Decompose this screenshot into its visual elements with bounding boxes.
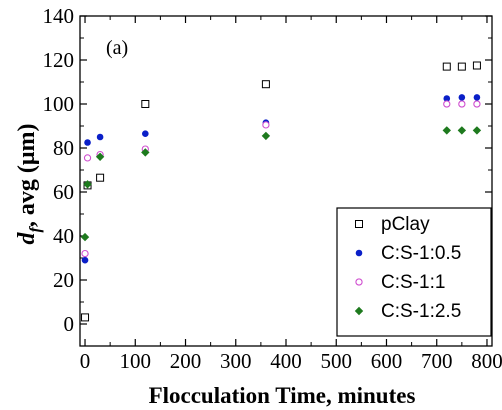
data-point [141, 148, 150, 157]
y-tick-label: 60 [53, 180, 74, 204]
data-point [80, 232, 90, 242]
series-layer [80, 61, 482, 322]
legend-label: C:S-1:0.5 [381, 243, 461, 264]
y-tick-label: 140 [43, 4, 75, 28]
data-point [458, 94, 466, 101]
data-point [84, 139, 91, 146]
x-tick-label: 100 [120, 349, 152, 373]
legend-label: C:S-1:2.5 [381, 301, 461, 322]
y-tick-label: 80 [53, 136, 74, 160]
legend-box [336, 207, 492, 337]
x-tick-label: 400 [270, 349, 302, 373]
y-tick-label: 120 [43, 48, 75, 72]
data-point [83, 154, 92, 162]
data-point [457, 62, 466, 71]
legend-marker [355, 249, 363, 257]
data-point [442, 62, 451, 71]
data-point [442, 126, 451, 135]
legend: pClay C:S-1:0.5 C:S-1:1 C:S-1:2.5 [336, 207, 492, 337]
data-point [443, 100, 451, 108]
y-axis-title-sub: f [27, 225, 44, 232]
legend-label: C:S-1:1 [381, 272, 445, 293]
legend-label: pClay [381, 214, 430, 235]
data-point [81, 256, 89, 264]
y-tick-label: 0 [64, 312, 75, 336]
y-axis-title-main: d [14, 231, 40, 244]
x-tick-label: 200 [170, 349, 202, 373]
x-axis-title: Flocculation Time, minutes [149, 383, 416, 408]
data-point [261, 131, 271, 141]
x-tick-label: 800 [471, 349, 502, 373]
data-point [83, 180, 92, 189]
data-point [472, 61, 481, 70]
x-tick-label: 700 [421, 349, 453, 373]
x-tick-label: 300 [220, 349, 252, 373]
legend-marker [354, 306, 364, 316]
data-point [473, 94, 481, 101]
data-point [142, 130, 149, 137]
x-tick-label: 0 [80, 349, 91, 373]
data-point [81, 249, 89, 258]
y-axis-ticks: 0 20 40 60 80 100 120 140 [43, 4, 492, 336]
y-tick-label: 40 [53, 224, 74, 248]
data-point [81, 313, 90, 322]
data-point [96, 133, 104, 141]
y-tick-label: 100 [43, 92, 75, 116]
data-point [262, 121, 270, 129]
data-point [458, 100, 466, 108]
data-point [443, 95, 451, 102]
y-axis-title: df, avg (μm) [14, 124, 44, 245]
y-tick-label: 20 [53, 268, 74, 292]
y-axis-title-rest: , avg (μm) [14, 124, 40, 228]
x-tick-label: 500 [320, 349, 352, 373]
legend-marker [355, 278, 363, 286]
panel-label: (a) [106, 37, 128, 59]
x-axis-ticks: 0 100 200 300 400 500 600 700 800 [80, 16, 502, 373]
legend-marker [355, 220, 363, 228]
data-point [473, 100, 481, 108]
data-point [96, 173, 105, 182]
series-3 [80, 126, 482, 242]
data-point [457, 126, 467, 135]
data-point [141, 100, 150, 108]
data-point [261, 80, 270, 89]
x-tick-label: 600 [371, 349, 403, 373]
data-point [95, 152, 105, 161]
data-point [472, 126, 482, 135]
